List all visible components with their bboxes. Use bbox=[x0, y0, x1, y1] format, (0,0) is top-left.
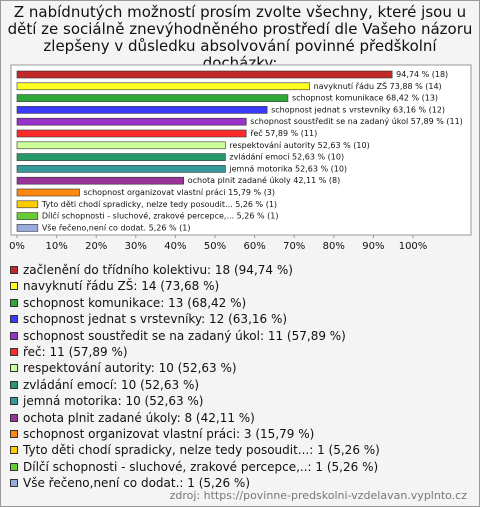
bar bbox=[16, 106, 268, 114]
data-label: navyknutí řádu ZŠ 73,88 % (14) bbox=[314, 80, 442, 91]
legend-swatch bbox=[10, 315, 18, 324]
legend-label: respektování autority: 10 (52,63 %) bbox=[23, 361, 237, 376]
x-tick-label: 40% bbox=[164, 241, 186, 252]
legend-swatch bbox=[10, 266, 18, 274]
bar bbox=[16, 188, 80, 197]
legend-label: navyknutí řádu ZŠ: 14 (73,68 %) bbox=[23, 279, 220, 294]
bar bbox=[16, 141, 226, 150]
legend-swatch bbox=[10, 429, 18, 438]
bar bbox=[16, 224, 39, 232]
legend-swatch bbox=[10, 347, 18, 356]
legend-item: ochota plnit zadané úkoly: 8 (42,11 %) bbox=[10, 410, 475, 426]
data-label: 94,74 % (18) bbox=[396, 70, 448, 79]
legend-item: Tyto děti chodí spradicky, nelze tedy po… bbox=[10, 442, 475, 458]
legend-item: navyknutí řádu ZŠ: 14 (73,68 %) bbox=[10, 278, 475, 294]
legend-item: začlenění do třídního kolektivu: 18 (94,… bbox=[10, 262, 475, 278]
legend-item: zvládání emocí: 10 (52,63 %) bbox=[10, 377, 475, 393]
legend-item: jemná motorika: 10 (52,63 %) bbox=[10, 393, 475, 409]
chart-title: Z nabídnutých možností prosím zvolte vše… bbox=[7, 3, 473, 72]
x-tick-label: 30% bbox=[125, 241, 147, 252]
legend-item: Dílčí schopnosti - sluchové, zrakové per… bbox=[10, 459, 475, 475]
legend-label: schopnost komunikace: 13 (68,42 %) bbox=[23, 295, 247, 310]
legend-swatch bbox=[10, 397, 18, 406]
data-label: zvládání emocí 52,63 % (10) bbox=[229, 153, 344, 162]
plot-area bbox=[10, 64, 472, 236]
legend-item: schopnost organizovat vlastní práci: 3 (… bbox=[10, 426, 475, 442]
legend-label: ochota plnit zadané úkoly: 8 (42,11 %) bbox=[23, 410, 255, 425]
legend-swatch bbox=[10, 331, 18, 340]
data-label: schopnost organizovat vlastní práci 15,7… bbox=[84, 188, 276, 197]
bar bbox=[16, 129, 247, 138]
legend-label: schopnost soustředit se na zadaný úkol: … bbox=[23, 328, 346, 343]
bar bbox=[16, 176, 185, 185]
data-label: ochota plnit zadané úkoly 42,11 % (8) bbox=[188, 175, 340, 185]
x-tick-label: 90% bbox=[362, 241, 384, 252]
bar bbox=[16, 165, 226, 173]
legend-label: začlenění do třídního kolektivu: 18 (94,… bbox=[23, 263, 293, 277]
x-tick-label: 60% bbox=[243, 241, 265, 252]
x-tick-label: 80% bbox=[323, 241, 345, 252]
x-tick-label: 10% bbox=[45, 241, 67, 252]
data-label: schopnost jednat s vrstevníky 63,16 % (1… bbox=[271, 105, 445, 114]
legend: začlenění do třídního kolektivu: 18 (94,… bbox=[10, 262, 475, 491]
data-label: Tyto děti chodí spradicky, nelze tedy po… bbox=[41, 200, 277, 209]
data-label: řeč 57,89 % (11) bbox=[250, 128, 317, 138]
x-tick-label: 70% bbox=[283, 241, 305, 252]
legend-item: řeč: 11 (57,89 %) bbox=[10, 344, 475, 360]
legend-label: řeč: 11 (57,89 %) bbox=[23, 344, 128, 359]
legend-swatch bbox=[10, 479, 18, 488]
legend-item: schopnost soustředit se na zadaný úkol: … bbox=[10, 328, 475, 344]
x-tick-label: 20% bbox=[85, 241, 107, 252]
legend-swatch bbox=[10, 462, 18, 471]
chart: 0% 10% 20% 30% 40% 50% 60% 70% 80% 90% 100% 94,74 %… bbox=[9, 64, 472, 252]
legend-swatch bbox=[10, 282, 18, 291]
legend-item: Vše řečeno,není co dodat.: 1 (5,26 %) bbox=[10, 475, 475, 491]
x-tick-label: 100% bbox=[399, 241, 428, 252]
data-label: jemná motorika 52,63 % (10) bbox=[228, 164, 347, 173]
data-label: respektování autority 52,63 % (10) bbox=[229, 141, 369, 150]
data-label: schopnost soustředit se na zadaný úkol 5… bbox=[250, 117, 463, 126]
legend-label: Vše řečeno,není co dodat.: 1 (5,26 %) bbox=[23, 476, 251, 491]
legend-swatch bbox=[10, 364, 18, 373]
legend-label: Dílčí schopnosti - sluchové, zrakové per… bbox=[23, 459, 379, 474]
legend-label: schopnost jednat s vrstevníky: 12 (63,16… bbox=[23, 312, 288, 327]
legend-item: schopnost komunikace: 13 (68,42 %) bbox=[10, 295, 475, 311]
legend-swatch bbox=[10, 446, 18, 455]
legend-swatch bbox=[10, 413, 18, 422]
data-label: Dílčí schopnosti - sluchové, zrakové per… bbox=[42, 211, 279, 221]
x-tick-label: 0% bbox=[9, 241, 25, 252]
bar bbox=[16, 212, 39, 220]
data-label: schopnost komunikace 68,42 % (13) bbox=[292, 94, 438, 103]
legend-item: respektování autority: 10 (52,63 %) bbox=[10, 360, 475, 376]
bar bbox=[16, 82, 310, 91]
legend-label: jemná motorika: 10 (52,63 %) bbox=[23, 394, 204, 409]
bar bbox=[16, 153, 226, 161]
bar bbox=[16, 94, 289, 102]
bar bbox=[16, 70, 393, 79]
source: zdroj: https://povinne-predskolni-vzdela… bbox=[169, 489, 467, 502]
x-tick-label: 50% bbox=[204, 241, 226, 252]
legend-label: Tyto děti chodí spradicky, nelze tedy po… bbox=[23, 443, 380, 458]
data-label: Vše řečeno,není co dodat. 5,26 % (1) bbox=[42, 222, 191, 232]
legend-item: schopnost jednat s vrstevníky: 12 (63,16… bbox=[10, 311, 475, 327]
legend-swatch bbox=[10, 380, 18, 389]
bar bbox=[16, 200, 39, 209]
legend-label: zvládání emocí: 10 (52,63 %) bbox=[23, 377, 200, 392]
legend-label: schopnost organizovat vlastní práci: 3 (… bbox=[23, 426, 315, 441]
bar bbox=[16, 117, 247, 126]
legend-swatch bbox=[10, 298, 18, 307]
